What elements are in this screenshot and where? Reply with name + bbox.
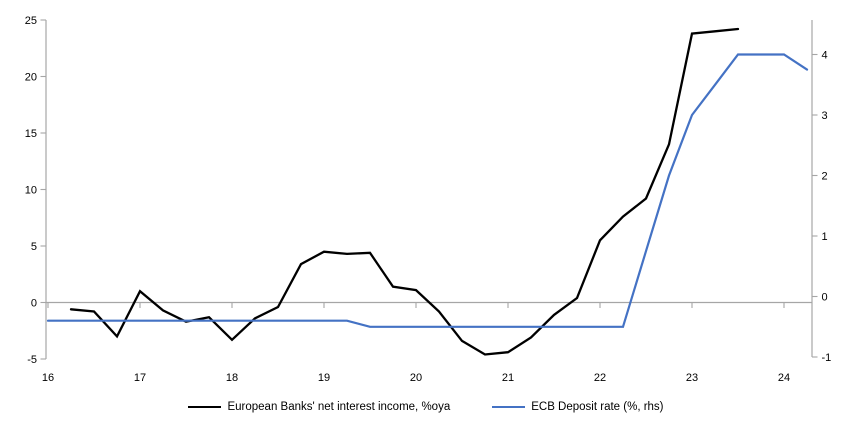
x-axis-tick-label: 19: [318, 372, 330, 384]
y-axis-left: 25 20 15 10 5 0 -5: [25, 15, 47, 366]
y-right-tick-label: 4: [822, 50, 828, 62]
legend-label-nii: European Banks' net interest income, %oy…: [227, 401, 451, 413]
y-left-tick-label: 15: [25, 128, 37, 140]
chart-legend: European Banks' net interest income, %oy…: [0, 401, 852, 413]
legend-item-ecb: ECB Deposit rate (%, rhs): [492, 401, 664, 413]
y-left-tick-label: 5: [31, 241, 37, 253]
y-right-tick-label: 3: [822, 110, 828, 122]
y-right-tick-label: 0: [822, 292, 828, 304]
y-right-tick-label: -1: [822, 352, 832, 364]
y-left-tick-label: -5: [27, 354, 37, 366]
y-right-tick-label: 2: [822, 171, 828, 183]
series-line-ecb: [46, 53, 809, 328]
x-axis-tick-label: 20: [410, 372, 422, 384]
x-axis-tick-label: 22: [594, 372, 606, 384]
y-left-tick-label: 10: [25, 185, 37, 197]
y-left-tick-label: 25: [25, 15, 37, 27]
legend-line-sample-nii: [188, 406, 222, 408]
y-right-tick-label: 1: [822, 231, 828, 243]
x-axis-tick-label: 24: [778, 372, 790, 384]
y-left-tick-label: 0: [31, 298, 37, 310]
legend-label-ecb: ECB Deposit rate (%, rhs): [531, 401, 664, 413]
x-axis: 16 17 18 19 20 21 22 23 24: [42, 302, 790, 384]
legend-line-sample-ecb: [492, 406, 526, 408]
x-axis-tick-label: 17: [134, 372, 146, 384]
x-axis-tick-label: 18: [226, 372, 238, 384]
x-axis-tick-label: 21: [502, 372, 514, 384]
y-axis-right: 4 3 2 1 0 -1: [811, 20, 832, 364]
series-line-nii: [69, 27, 740, 356]
y-left-tick-label: 20: [25, 72, 37, 84]
legend-item-nii: European Banks' net interest income, %oy…: [188, 401, 450, 413]
x-axis-tick-label: 23: [686, 372, 698, 384]
x-axis-tick-label: 16: [42, 372, 54, 384]
